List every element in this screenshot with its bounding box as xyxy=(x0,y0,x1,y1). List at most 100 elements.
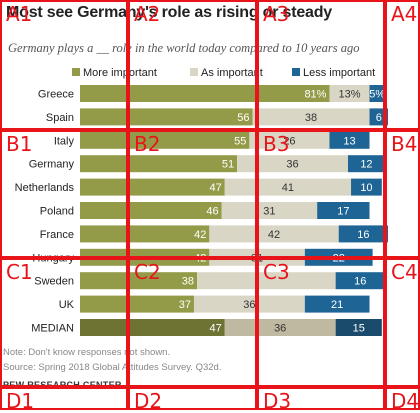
grid-cell: C3 xyxy=(257,258,385,387)
grid-cell: B2 xyxy=(128,130,257,258)
bar-segment xyxy=(347,155,385,173)
grid-cell-label: C3 xyxy=(263,260,290,284)
grid-cell-label: D4 xyxy=(391,389,420,413)
data-label: 5% xyxy=(369,89,385,101)
category-label: Italy xyxy=(54,135,75,147)
bar-segment xyxy=(304,295,370,313)
grid-cell-label: B4 xyxy=(391,132,418,156)
grid-cell: D4 xyxy=(385,387,420,413)
bar-segment xyxy=(335,319,382,336)
data-label: 36 xyxy=(286,159,298,171)
bar-segment xyxy=(80,295,194,313)
data-label: 13% xyxy=(338,89,360,101)
category-label: Germany xyxy=(29,159,75,171)
legend-swatch xyxy=(292,68,300,76)
data-label: 15 xyxy=(353,323,365,335)
bar-segment xyxy=(249,131,330,149)
grid-cell-label: C4 xyxy=(391,260,418,284)
grid-cell: A4 xyxy=(385,0,420,130)
grid-cell-label: B2 xyxy=(134,132,161,156)
data-label: 47 xyxy=(210,323,222,335)
bar-segment xyxy=(224,319,336,336)
bar-segment xyxy=(221,202,318,219)
legend-label: As important xyxy=(201,67,263,79)
chart-source: Source: Spring 2018 Global Attitudes Sur… xyxy=(3,362,222,373)
legend-swatch xyxy=(72,68,80,76)
bar-segment xyxy=(80,108,253,126)
category-label: Poland xyxy=(40,206,74,218)
grid-cell: C2 xyxy=(128,258,257,387)
grid-cell-label: D1 xyxy=(6,389,35,413)
grid-cell: B4 xyxy=(385,130,420,258)
data-label: 21 xyxy=(331,299,343,311)
legend-swatch xyxy=(190,68,198,76)
data-label: 38 xyxy=(305,112,317,124)
bar-segment xyxy=(80,155,238,173)
data-label: 16 xyxy=(357,229,369,241)
chart-note: Note: Don't know responses not shown. xyxy=(3,347,171,358)
bar-segment xyxy=(80,178,225,196)
data-label: 16 xyxy=(354,276,366,288)
data-label: 38 xyxy=(182,276,194,288)
data-label: 31 xyxy=(263,206,275,218)
bar-segment xyxy=(237,155,348,173)
grid-cell-label: C2 xyxy=(134,260,161,284)
bar-segment xyxy=(351,178,382,196)
category-label: Spain xyxy=(46,112,74,124)
grid-cell: A1 xyxy=(0,0,128,130)
grid-cell: D3 xyxy=(257,387,385,413)
data-label: 10 xyxy=(360,182,372,194)
category-label: France xyxy=(40,229,74,241)
bar-segment xyxy=(338,225,388,243)
data-label: 47 xyxy=(210,182,222,194)
data-label: 81% xyxy=(304,89,326,101)
grid-cell-label: D3 xyxy=(263,389,292,413)
grid-cell-label: D2 xyxy=(134,389,163,413)
bar-segment xyxy=(197,272,336,290)
grid-cell-label: A2 xyxy=(134,2,161,26)
data-label: 13 xyxy=(343,135,355,147)
grid-cell: D2 xyxy=(128,387,257,413)
bar-segment xyxy=(317,202,370,219)
legend-label: More important xyxy=(83,67,157,79)
data-label: 6 xyxy=(376,112,382,124)
grid-cell: B1 xyxy=(0,130,128,258)
bar-segment xyxy=(80,319,225,336)
data-label: 17 xyxy=(337,206,349,218)
bar-segment xyxy=(369,85,385,102)
bar-segment xyxy=(80,225,210,243)
data-label: 12 xyxy=(360,159,372,171)
grid-cell-label: A3 xyxy=(263,2,290,26)
grid-cell: D1 xyxy=(0,387,128,413)
data-label: 41 xyxy=(282,182,294,194)
bar-segment xyxy=(329,131,370,149)
category-label: UK xyxy=(59,299,75,311)
bar-segment xyxy=(80,131,250,149)
grid-cell: C4 xyxy=(385,258,420,387)
category-label: Netherlands xyxy=(15,182,75,194)
data-label: 51 xyxy=(222,159,234,171)
grid-cell: C1 xyxy=(0,258,128,387)
category-label: Sweden xyxy=(34,276,74,288)
chart-subtitle: Germany plays a __ role in the world tod… xyxy=(8,41,360,55)
grid-cell-label: B3 xyxy=(263,132,290,156)
grid-cell: A3 xyxy=(257,0,385,130)
data-label: 26 xyxy=(283,135,295,147)
data-label: 36 xyxy=(243,299,255,311)
data-label: 37 xyxy=(179,299,191,311)
category-label: MEDIAN xyxy=(31,323,74,335)
bar-segment xyxy=(209,225,339,243)
grid-cell-label: A1 xyxy=(6,2,33,26)
grid-cell-label: A4 xyxy=(391,2,418,26)
chart-title: Most see Germany's role as rising or ste… xyxy=(6,4,333,21)
bar-segment xyxy=(80,272,198,290)
data-label: 56 xyxy=(237,112,249,124)
data-label: 46 xyxy=(206,206,218,218)
legend-label: Less important xyxy=(303,67,375,79)
grid-cell: A2 xyxy=(128,0,257,130)
data-label: 55 xyxy=(234,135,246,147)
grid-cell-label: B1 xyxy=(6,132,33,156)
category-label: Greece xyxy=(38,89,74,101)
bar-segment xyxy=(80,85,330,102)
data-label: 42 xyxy=(194,229,206,241)
